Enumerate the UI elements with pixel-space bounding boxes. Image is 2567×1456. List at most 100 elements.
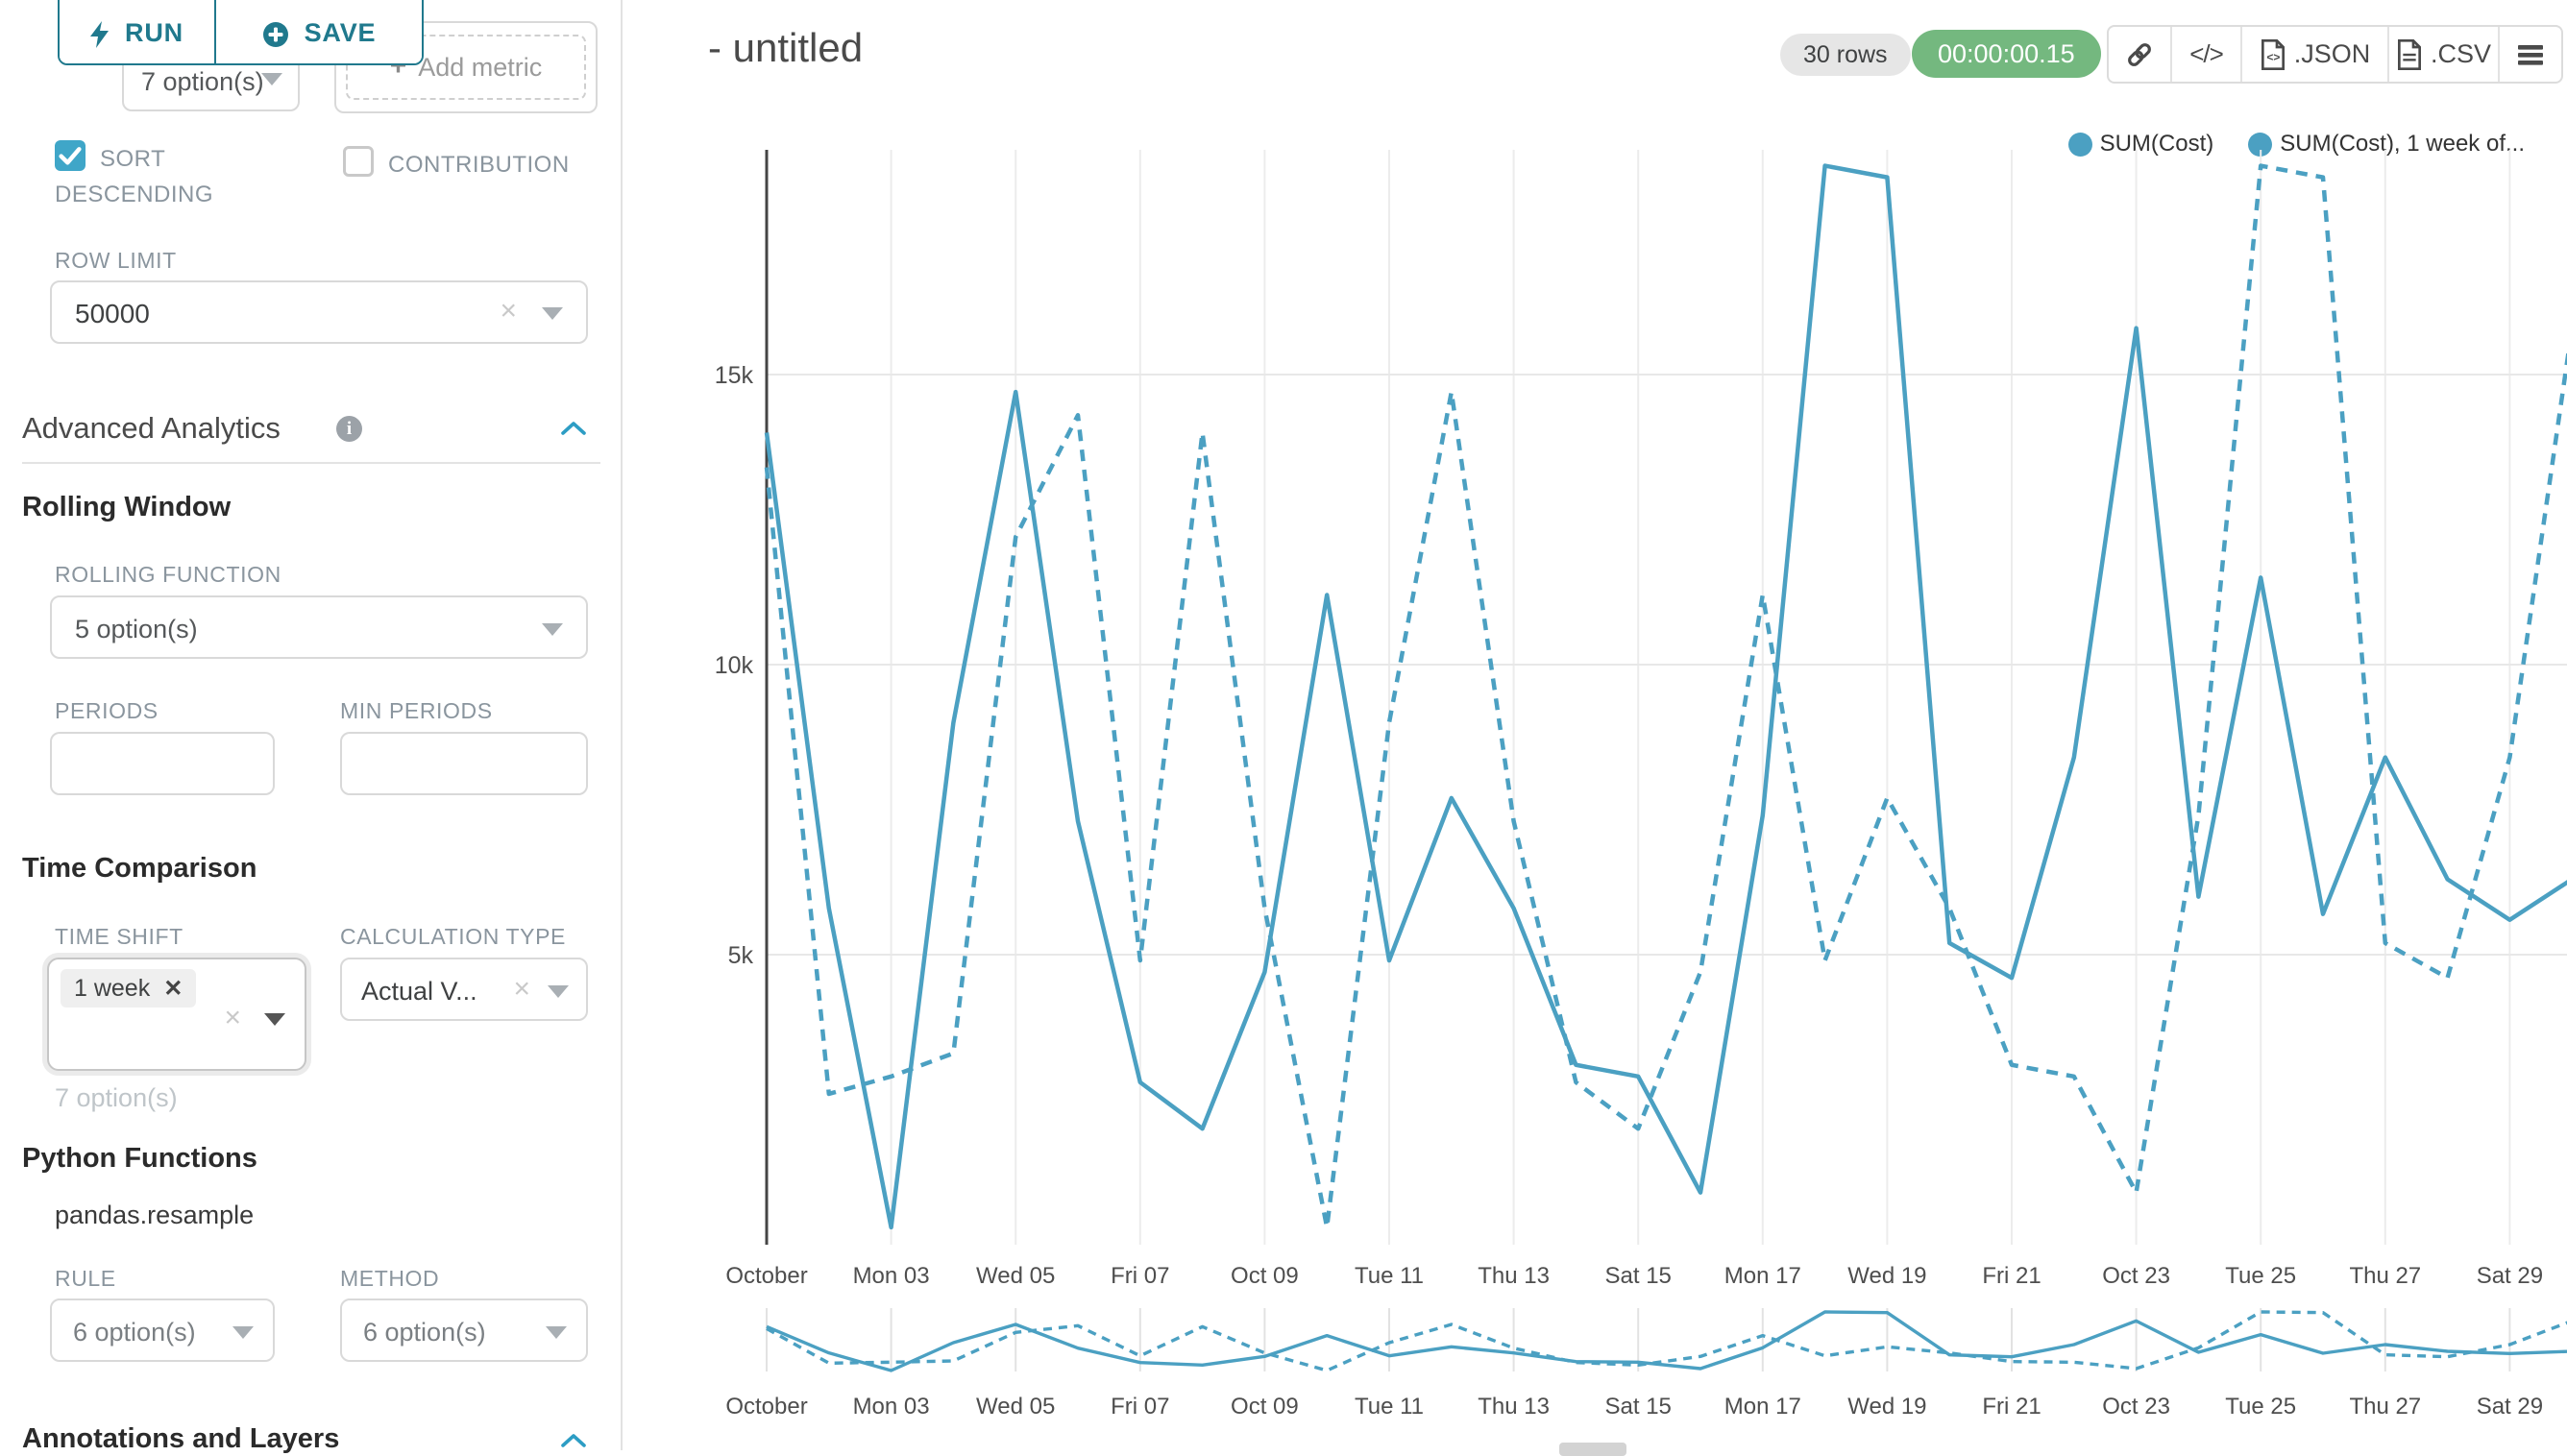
- chevron-down-icon: [264, 1013, 285, 1026]
- chevron-down-icon: [542, 307, 563, 320]
- export-csv-button[interactable]: .CSV: [2389, 27, 2500, 82]
- sort-descending-label-1: SORT: [100, 146, 166, 172]
- plus-circle-icon: [262, 22, 288, 47]
- clear-icon[interactable]: ×: [224, 1002, 241, 1033]
- export-toolbar: </> <> .JSON .CSV: [2107, 25, 2563, 84]
- link-icon: [2128, 42, 2151, 66]
- mini-series-line-solid[interactable]: [766, 1310, 2567, 1372]
- lightning-icon: [90, 21, 110, 48]
- results-pane-handle[interactable]: [1559, 1443, 1626, 1456]
- series-line-solid[interactable]: [764, 163, 2567, 1230]
- time-shift-multiselect[interactable]: 1 week ✕ ×: [47, 958, 306, 1071]
- query-timer-badge: 00:00:00.15: [1912, 30, 2101, 78]
- mini-x-axis-label: Tue 25: [2225, 1394, 2296, 1420]
- periods-label: PERIODS: [55, 698, 159, 723]
- chevron-down-icon: [261, 73, 282, 85]
- pandas-resample-label: pandas.resample: [55, 1201, 255, 1229]
- chevron-down-icon: [542, 623, 563, 636]
- x-axis-label: Tue 25: [2225, 1263, 2296, 1289]
- mini-x-axis-label: Thu 13: [1478, 1394, 1550, 1420]
- method-label: METHOD: [340, 1266, 440, 1291]
- periods-input[interactable]: [50, 732, 275, 795]
- mini-x-axis-label: Wed 19: [1847, 1394, 1926, 1420]
- min-periods-input[interactable]: [340, 732, 588, 795]
- y-axis-label: 5k: [728, 942, 754, 969]
- chevron-down-icon: [546, 1326, 567, 1339]
- legend-item-sum-cost[interactable]: SUM(Cost): [2067, 131, 2213, 158]
- mini-x-axis-label: Fri 21: [1982, 1394, 2041, 1420]
- time-comparison-title: Time Comparison: [22, 853, 257, 884]
- clear-icon[interactable]: ×: [513, 973, 530, 1005]
- contribution-checkbox[interactable]: [343, 146, 374, 177]
- control-panel: 7 option(s) + Add metric RUN SAVE: [0, 0, 623, 1454]
- calculation-type-label: CALCULATION TYPE: [340, 924, 566, 949]
- row-count-label: 30 rows: [1803, 40, 1888, 68]
- sort-descending-label-2: DESCENDING: [55, 182, 214, 207]
- embed-code-button[interactable]: </>: [2172, 27, 2242, 82]
- section-divider: [22, 462, 600, 464]
- x-axis-label: Wed 05: [976, 1263, 1055, 1289]
- time-shift-tag[interactable]: 1 week ✕: [61, 969, 197, 1007]
- mini-series-line-dashed[interactable]: [766, 1310, 2567, 1372]
- collapse-chevron-up-icon[interactable]: [560, 1433, 587, 1448]
- check-icon: [59, 147, 82, 165]
- clear-icon[interactable]: ×: [500, 295, 517, 327]
- row-limit-select[interactable]: 50000 ×: [50, 280, 588, 344]
- calculation-type-select[interactable]: Actual V... ×: [340, 958, 588, 1021]
- x-axis-label: Mon 17: [1724, 1263, 1801, 1289]
- python-functions-title: Python Functions: [22, 1143, 257, 1174]
- legend-item-sum-cost-offset[interactable]: SUM(Cost), 1 week of...: [2248, 131, 2525, 158]
- save-button[interactable]: SAVE: [216, 0, 422, 63]
- time-shift-helper: 7 option(s): [55, 1083, 178, 1112]
- x-axis-label: Thu 13: [1478, 1263, 1550, 1289]
- mini-x-axis-label: Thu 27: [2349, 1394, 2421, 1420]
- save-label: SAVE: [304, 18, 377, 47]
- run-button[interactable]: RUN: [60, 0, 216, 63]
- rolling-window-title: Rolling Window: [22, 492, 232, 522]
- rule-select[interactable]: 6 option(s): [50, 1298, 275, 1362]
- rolling-function-value: 5 option(s): [75, 615, 198, 643]
- json-label: .JSON: [2293, 39, 2371, 68]
- min-periods-label: MIN PERIODS: [340, 698, 493, 723]
- remove-tag-icon[interactable]: ✕: [163, 975, 183, 1002]
- chart-menu-button[interactable]: [2500, 27, 2561, 82]
- legend-label: SUM(Cost), 1 week of...: [2280, 131, 2525, 157]
- rule-value: 6 option(s): [73, 1318, 196, 1347]
- mini-x-axis-label: Sat 15: [1605, 1394, 1672, 1420]
- x-axis-label: Fri 21: [1982, 1263, 2041, 1289]
- copy-link-button[interactable]: [2109, 27, 2172, 82]
- legend-dot: [2067, 132, 2092, 157]
- sort-descending-checkbox[interactable]: [55, 140, 86, 171]
- mini-x-axis-label: Oct 23: [2102, 1394, 2170, 1420]
- x-axis-label: Fri 07: [1111, 1263, 1169, 1289]
- mini-x-axis-label: Mon 03: [853, 1394, 930, 1420]
- info-icon[interactable]: i: [336, 416, 362, 442]
- add-metric-button[interactable]: + Add metric: [346, 35, 586, 100]
- rule-label: RULE: [55, 1266, 116, 1291]
- method-select[interactable]: 6 option(s): [340, 1298, 588, 1362]
- chart-legend: SUM(Cost) SUM(Cost), 1 week of...: [2067, 131, 2525, 158]
- x-axis-label: Oct 23: [2102, 1263, 2170, 1289]
- main-chart[interactable]: October October Mon 03 Mon 03 Wed 05 Wed 05 Fr…: [623, 0, 2567, 1450]
- x-axis-label: Sat 15: [1605, 1263, 1672, 1289]
- export-json-button[interactable]: <> .JSON: [2242, 27, 2389, 82]
- mini-x-axis-label: October: [725, 1394, 807, 1420]
- collapse-chevron-up-icon[interactable]: [560, 421, 587, 436]
- code-icon: </>: [2189, 39, 2224, 68]
- method-value: 6 option(s): [363, 1318, 486, 1347]
- time-shift-label: TIME SHIFT: [55, 924, 183, 949]
- chart-title[interactable]: - untitled: [708, 25, 864, 70]
- contribution-label: CONTRIBUTION: [388, 152, 570, 178]
- y-axis-label: 15k: [715, 362, 754, 389]
- mini-x-axis-label: Wed 05: [976, 1394, 1055, 1420]
- x-axis-label: Sat 29: [2477, 1263, 2543, 1289]
- series-line-dashed[interactable]: [764, 163, 2567, 1230]
- mini-x-axis-label: Mon 17: [1724, 1394, 1801, 1420]
- hamburger-menu-icon: [2518, 44, 2543, 65]
- rolling-function-select[interactable]: 5 option(s): [50, 595, 588, 659]
- row-limit-label: ROW LIMIT: [55, 248, 177, 273]
- mini-x-axis-label: Sat 29: [2477, 1394, 2543, 1420]
- row-count-badge: 30 rows: [1780, 34, 1911, 76]
- mini-x-axis-label: Tue 11: [1355, 1394, 1424, 1420]
- x-axis-label: Oct 09: [1231, 1263, 1299, 1289]
